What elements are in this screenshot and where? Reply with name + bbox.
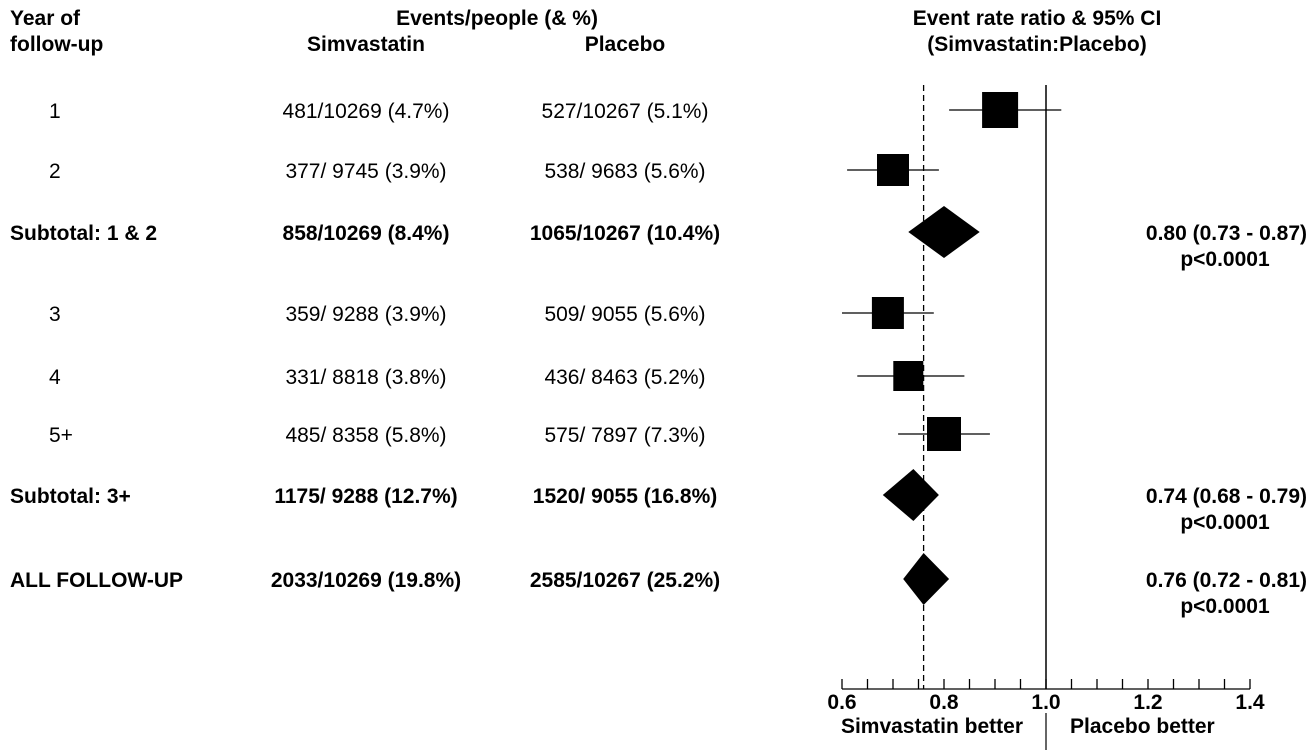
placebo-better-label: Placebo better <box>1070 715 1215 738</box>
table-row: Subtotal: 3+ 1175/ 9288 (12.7%) 1520/ 9055… <box>10 485 1307 534</box>
table-row: 3 359/ 9288 (3.9%) 509/ 9055 (5.6%) <box>49 303 706 326</box>
simvastatin-cell: 2033/10269 (19.8%) <box>271 569 461 592</box>
simvastatin-cell: 1175/ 9288 (12.7%) <box>274 485 457 508</box>
p-value: p<0.0001 <box>1180 595 1270 618</box>
x-tick-label: 1.4 <box>1235 691 1265 714</box>
placebo-cell: 527/10267 (5.1%) <box>542 100 709 123</box>
placebo-cell: 509/ 9055 (5.6%) <box>544 303 705 326</box>
point-estimate-square <box>893 361 924 391</box>
placebo-cell: 575/ 7897 (7.3%) <box>544 424 705 447</box>
table-rows: 1 481/10269 (4.7%) 527/10267 (5.1%) 2 377/ 9… <box>10 100 1307 618</box>
placebo-column-header: Placebo <box>585 33 666 56</box>
table-row: 1 481/10269 (4.7%) 527/10267 (5.1%) <box>49 100 708 123</box>
table-row: ALL FOLLOW-UP 2033/10269 (19.8%) 2585/1026… <box>10 569 1307 618</box>
simvastatin-cell: 359/ 9288 (3.9%) <box>285 303 446 326</box>
placebo-cell: 436/ 8463 (5.2%) <box>544 366 705 389</box>
simvastatin-better-label: Simvastatin better <box>841 715 1023 738</box>
simvastatin-cell: 331/ 8818 (3.8%) <box>285 366 446 389</box>
point-estimate-square <box>927 417 961 451</box>
simvastatin-cell: 485/ 8358 (5.8%) <box>285 424 446 447</box>
table-row: 2 377/ 9745 (3.9%) 538/ 9683 (5.6%) <box>49 160 706 183</box>
placebo-cell: 1520/ 9055 (16.8%) <box>533 485 717 508</box>
summary-diamond <box>903 553 950 605</box>
point-estimate-square <box>982 92 1019 128</box>
ratio-result: 0.76 (0.72 - 0.81) <box>1146 569 1307 592</box>
column-headers: Year of follow-up Events/people (& %) Si… <box>10 7 1161 56</box>
year-header-line-2: follow-up <box>10 33 103 56</box>
row-label: ALL FOLLOW-UP <box>10 569 183 592</box>
direction-labels: Simvastatin better Placebo better <box>841 715 1215 738</box>
x-tick-label: 1.2 <box>1133 691 1162 714</box>
table-row: 4 331/ 8818 (3.8%) 436/ 8463 (5.2%) <box>49 366 706 389</box>
summary-diamond <box>882 469 939 521</box>
placebo-cell: 1065/10267 (10.4%) <box>530 222 720 245</box>
summary-diamond <box>908 206 980 258</box>
p-value: p<0.0001 <box>1180 511 1270 534</box>
point-estimate-square <box>871 297 904 329</box>
placebo-cell: 538/ 9683 (5.6%) <box>544 160 705 183</box>
ratio-result: 0.80 (0.73 - 0.87) <box>1146 222 1307 245</box>
simvastatin-cell: 377/ 9745 (3.9%) <box>285 160 446 183</box>
point-estimate-square <box>877 154 909 186</box>
row-label: 1 <box>49 100 61 123</box>
simvastatin-cell: 858/10269 (8.4%) <box>283 222 450 245</box>
plot-area: 0.6 0.8 1.0 1.2 1.4 <box>827 85 1265 750</box>
markers <box>842 92 1062 605</box>
table-row: Subtotal: 1 & 2 858/10269 (8.4%) 1065/1026… <box>10 222 1307 271</box>
table-row: 5+ 485/ 8358 (5.8%) 575/ 7897 (7.3%) <box>49 424 706 447</box>
simvastatin-column-header: Simvastatin <box>307 33 425 56</box>
row-label: 3 <box>49 303 61 326</box>
row-label: 5+ <box>49 424 73 447</box>
row-label: 2 <box>49 160 61 183</box>
ratio-header-line-2: (Simvastatin:Placebo) <box>927 33 1146 56</box>
events-people-header: Events/people (& %) <box>396 7 598 30</box>
row-label: 4 <box>49 366 61 389</box>
ratio-header-line-1: Event rate ratio & 95% CI <box>913 7 1162 30</box>
x-tick-label: 0.6 <box>827 691 856 714</box>
row-label: Subtotal: 1 & 2 <box>10 222 157 245</box>
p-value: p<0.0001 <box>1180 248 1270 271</box>
x-tick-label: 0.8 <box>929 691 959 714</box>
placebo-cell: 2585/10267 (25.2%) <box>530 569 720 592</box>
ratio-result: 0.74 (0.68 - 0.79) <box>1146 485 1307 508</box>
x-axis: 0.6 0.8 1.0 1.2 1.4 <box>827 679 1265 750</box>
simvastatin-cell: 481/10269 (4.7%) <box>283 100 450 123</box>
year-header-line-1: Year of <box>10 7 81 30</box>
row-label: Subtotal: 3+ <box>10 485 131 508</box>
x-tick-label: 1.0 <box>1031 691 1060 714</box>
